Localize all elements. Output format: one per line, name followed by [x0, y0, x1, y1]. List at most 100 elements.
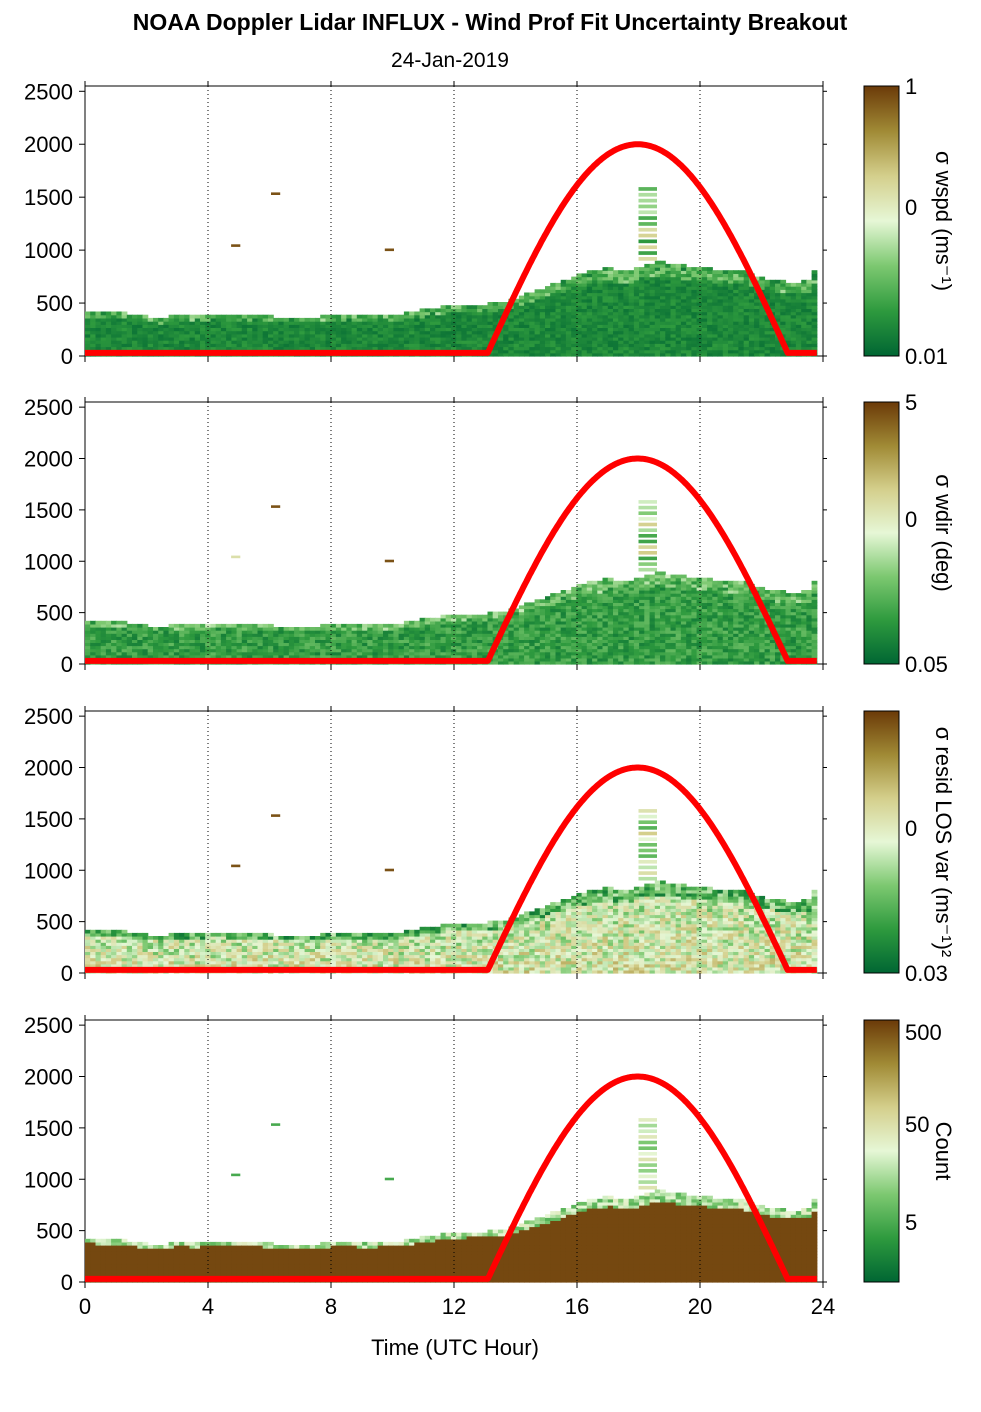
heatmap-cell [325, 333, 332, 338]
heatmap-cell [649, 276, 656, 281]
heatmap-cell [712, 349, 719, 354]
heatmap-cell [592, 336, 598, 341]
heatmap-cell [738, 636, 745, 640]
heatmap-cell [811, 279, 818, 284]
heatmap-cell [367, 654, 374, 659]
heatmap-cell [315, 648, 321, 653]
heatmap-cell [126, 639, 133, 643]
heatmap-cell [644, 317, 651, 322]
heatmap-cell [691, 660, 698, 665]
heatmap-cell [550, 645, 556, 650]
heatmap-cell [707, 292, 713, 297]
heatmap-cell [498, 611, 504, 616]
heatmap-cell [592, 593, 598, 597]
heatmap-cell [492, 308, 499, 313]
heatmap-cell [278, 633, 285, 637]
heatmap-cell [409, 324, 415, 328]
heatmap-cell [550, 611, 556, 616]
heatmap-cell [346, 636, 353, 640]
heatmap-cell [184, 314, 191, 319]
heatmap-cell [717, 654, 724, 659]
heatmap-cell [524, 327, 530, 332]
heatmap-cell [665, 340, 672, 344]
heatmap-cell [581, 593, 588, 597]
heatmap-cell [320, 324, 326, 328]
heatmap-cell [257, 654, 264, 659]
heatmap-cell [696, 279, 703, 284]
heatmap-cell [309, 340, 316, 344]
heatmap-cell [665, 298, 672, 303]
heatmap-cell [440, 308, 447, 313]
heatmap-cell [764, 343, 771, 348]
heatmap-cell [555, 611, 562, 616]
heatmap-cell [639, 292, 645, 297]
heatmap-cell [262, 654, 269, 659]
heatmap-cell [210, 330, 217, 335]
heatmap-cell [194, 623, 201, 628]
heatmap-cell [513, 327, 520, 332]
heatmap-cell [508, 311, 515, 316]
heatmap-cell [654, 343, 661, 348]
heatmap-cell [707, 295, 713, 300]
heatmap-cell [257, 636, 264, 640]
heatmap-cell [618, 273, 624, 278]
heatmap-cell [728, 648, 734, 653]
heatmap-cell [95, 630, 102, 634]
heatmap-cell [639, 343, 645, 348]
heatmap-cell [315, 630, 321, 634]
heatmap-cell [571, 314, 577, 319]
heatmap-cell [701, 317, 708, 322]
heatmap-cell [315, 343, 321, 348]
heatmap-cell [294, 630, 300, 634]
heatmap-cell [576, 321, 583, 325]
heatmap-cell [508, 639, 515, 643]
heatmap-cell [764, 321, 771, 325]
heatmap-cell [456, 617, 462, 622]
heatmap-cell [597, 295, 604, 300]
heatmap-cell [200, 333, 206, 338]
heatmap-cell [738, 289, 745, 294]
heatmap-cell [644, 286, 651, 290]
heatmap-cell [733, 654, 739, 659]
heatmap-cell [743, 327, 750, 332]
heatmap-cell [194, 314, 201, 319]
heatmap-cell [524, 611, 530, 616]
heatmap-cell [278, 639, 285, 643]
heatmap-cell [618, 627, 624, 631]
heatmap-cell [132, 330, 138, 335]
heatmap-cell [335, 633, 342, 637]
heatmap-cell [325, 340, 332, 344]
heatmap-cell [539, 599, 546, 603]
heatmap-cell [330, 343, 337, 348]
heatmap-cell [607, 270, 614, 274]
heatmap-cell [257, 645, 264, 650]
heatmap-cell [654, 270, 661, 274]
heatmap-cell [717, 336, 724, 341]
heatmap-cell [586, 273, 593, 278]
heatmap-cell [555, 324, 562, 328]
heatmap-cell [461, 645, 468, 650]
heatmap-cell [184, 343, 191, 348]
heatmap-cell [210, 633, 217, 637]
heatmap-cell [90, 324, 96, 328]
heatmap-cell [132, 340, 138, 344]
heatmap-cell [696, 599, 703, 603]
heatmap-cell [435, 654, 441, 659]
heatmap-cell [712, 333, 719, 338]
heatmap-cell [680, 648, 687, 653]
heatmap-cell [801, 327, 807, 332]
heatmap-cell [633, 623, 640, 628]
heatmap-cell [325, 324, 332, 328]
heatmap-cell [220, 633, 227, 637]
heatmap-cell [545, 596, 551, 600]
heatmap-cell [377, 642, 384, 647]
heatmap-cell [592, 314, 598, 319]
heatmap-cell [346, 623, 353, 628]
heatmap-cell [701, 586, 708, 591]
heatmap-cell [220, 630, 227, 634]
heatmap-cell [299, 639, 306, 643]
heatmap-cell [315, 333, 321, 338]
heatmap-cell [654, 311, 661, 316]
heatmap-cell [795, 305, 802, 309]
heatmap-cell [748, 340, 755, 344]
